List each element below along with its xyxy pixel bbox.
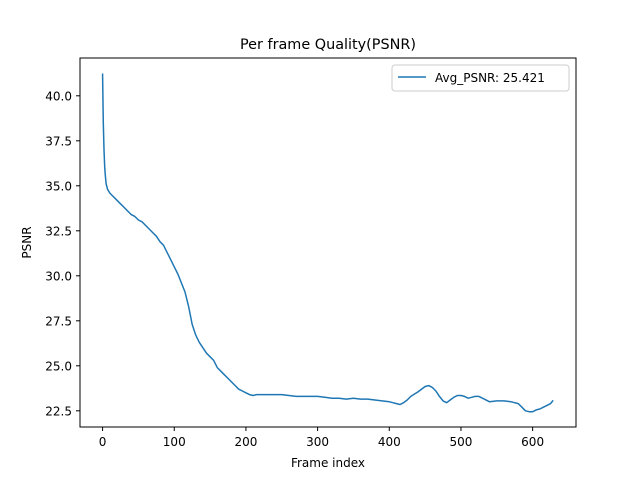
legend-entry-label: Avg_PSNR: 25.421 (435, 71, 545, 85)
x-tick-label: 300 (306, 435, 329, 449)
legend: Avg_PSNR: 25.421 (391, 64, 570, 92)
series-line-avg-psnr (101, 73, 554, 413)
y-tick-label: 27.5 (45, 314, 72, 328)
y-axis-label: PSNR (20, 226, 34, 258)
axes-frame (79, 57, 577, 428)
chart-title: Per frame Quality(PSNR) (240, 37, 416, 53)
x-tick-label: 400 (378, 435, 401, 449)
x-tick-label: 600 (521, 435, 544, 449)
x-tick-label: 100 (163, 435, 186, 449)
y-tick-label: 32.5 (45, 224, 72, 238)
y-tick-label: 25.0 (45, 359, 72, 373)
y-tick-label: 35.0 (45, 179, 72, 193)
y-tick-label: 37.5 (45, 134, 72, 148)
y-tick-label: 30.0 (45, 269, 72, 283)
x-tick-label: 200 (234, 435, 257, 449)
x-tick-label: 500 (450, 435, 473, 449)
y-tick-label: 40.0 (45, 89, 72, 103)
legend-box (391, 64, 570, 92)
x-axis-label: Frame index (291, 456, 365, 470)
y-axis-ticks: 22.5 25.0 27.5 30.0 32.5 35.0 37.5 40.0 (45, 89, 80, 418)
x-axis-ticks: 0 100 200 300 400 500 600 (99, 427, 544, 449)
x-tick-label: 0 (99, 435, 107, 449)
plot-area (101, 73, 554, 413)
y-tick-label: 22.5 (45, 404, 72, 418)
